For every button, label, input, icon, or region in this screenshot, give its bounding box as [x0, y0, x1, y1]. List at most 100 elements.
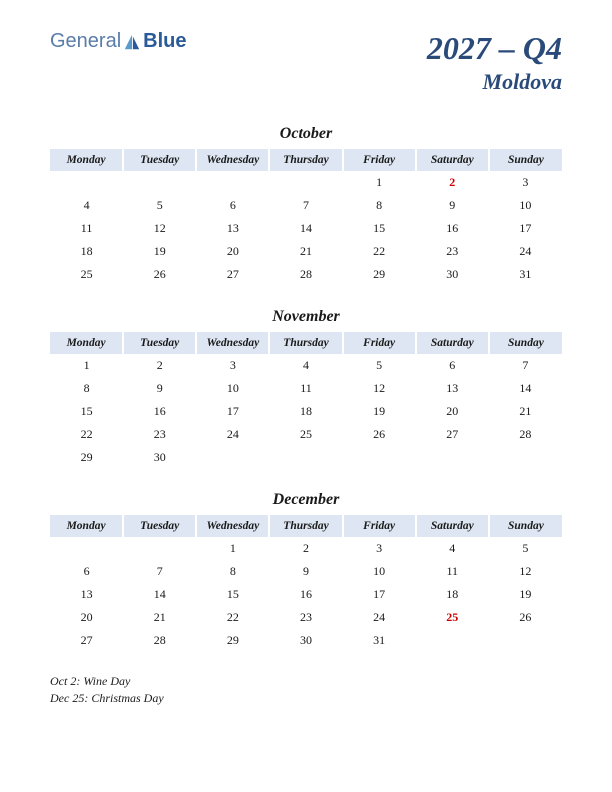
calendar-cell: 4	[50, 194, 123, 217]
calendar-cell	[416, 629, 489, 652]
calendar-row: 1234567	[50, 354, 562, 377]
month-block: DecemberMondayTuesdayWednesdayThursdayFr…	[50, 491, 562, 652]
calendar-row: 2728293031	[50, 629, 562, 652]
calendar-cell: 9	[269, 560, 342, 583]
calendar-cell: 5	[489, 537, 562, 560]
weekday-header: Sunday	[489, 149, 562, 171]
calendar-cell: 22	[50, 423, 123, 446]
calendar-cell: 9	[123, 377, 196, 400]
calendar-cell: 13	[196, 217, 269, 240]
weekday-header: Thursday	[269, 332, 342, 354]
calendar-cell: 11	[416, 560, 489, 583]
calendar-cell: 2	[123, 354, 196, 377]
calendar-cell: 10	[489, 194, 562, 217]
title-main: 2027 – Q4	[427, 30, 562, 67]
calendar-cell: 23	[269, 606, 342, 629]
calendar-cell: 10	[196, 377, 269, 400]
weekday-header: Friday	[343, 515, 416, 537]
calendar-cell: 30	[416, 263, 489, 286]
logo-sail-icon	[123, 33, 141, 51]
calendar-cell: 14	[269, 217, 342, 240]
calendar-cell: 7	[269, 194, 342, 217]
calendar-cell: 28	[123, 629, 196, 652]
calendar-cell: 4	[416, 537, 489, 560]
calendar-cell: 19	[489, 583, 562, 606]
calendar-cell: 18	[50, 240, 123, 263]
calendar-cell: 8	[50, 377, 123, 400]
weekday-header: Saturday	[416, 149, 489, 171]
calendar-cell: 20	[50, 606, 123, 629]
weekday-header: Thursday	[269, 515, 342, 537]
calendar-cell	[50, 537, 123, 560]
calendar-cell: 16	[416, 217, 489, 240]
calendar-cell: 17	[196, 400, 269, 423]
calendar-cell: 11	[269, 377, 342, 400]
weekday-header: Tuesday	[123, 332, 196, 354]
calendar-cell: 5	[343, 354, 416, 377]
calendar-row: 13141516171819	[50, 583, 562, 606]
calendar-cell: 26	[123, 263, 196, 286]
calendar-cell: 26	[489, 606, 562, 629]
calendar-cell: 27	[196, 263, 269, 286]
calendar-row: 2930	[50, 446, 562, 469]
calendar-cell: 8	[343, 194, 416, 217]
calendar-cell: 30	[123, 446, 196, 469]
calendar-cell: 3	[196, 354, 269, 377]
calendar-row: 123	[50, 171, 562, 194]
calendar-cell	[50, 171, 123, 194]
calendar-cell: 31	[489, 263, 562, 286]
calendar-cell: 3	[489, 171, 562, 194]
calendar-cell: 8	[196, 560, 269, 583]
calendar-cell	[196, 171, 269, 194]
calendar-cell: 29	[50, 446, 123, 469]
calendar-cell: 21	[123, 606, 196, 629]
calendar-cell: 17	[343, 583, 416, 606]
calendar-cell: 1	[343, 171, 416, 194]
calendar-cell	[343, 446, 416, 469]
calendar-cell: 1	[50, 354, 123, 377]
weekday-header: Thursday	[269, 149, 342, 171]
calendar-row: 891011121314	[50, 377, 562, 400]
calendar-cell	[269, 446, 342, 469]
calendar-cell: 29	[196, 629, 269, 652]
calendar-cell: 6	[196, 194, 269, 217]
month-name: November	[50, 308, 562, 326]
calendar-cell: 14	[489, 377, 562, 400]
calendar-cell: 19	[123, 240, 196, 263]
calendar-cell: 1	[196, 537, 269, 560]
calendar-cell: 26	[343, 423, 416, 446]
calendar-row: 15161718192021	[50, 400, 562, 423]
calendar-cell: 4	[269, 354, 342, 377]
calendar-row: 22232425262728	[50, 423, 562, 446]
calendar-row: 18192021222324	[50, 240, 562, 263]
logo-text-general: General	[50, 30, 121, 53]
weekday-header: Sunday	[489, 515, 562, 537]
weekday-header: Monday	[50, 332, 123, 354]
calendar-cell: 25	[416, 606, 489, 629]
calendar-cell	[123, 171, 196, 194]
month-name: October	[50, 125, 562, 143]
calendar-row: 12345	[50, 537, 562, 560]
logo-text-blue: Blue	[143, 30, 186, 53]
calendar-cell: 23	[123, 423, 196, 446]
calendar-table: MondayTuesdayWednesdayThursdayFridaySatu…	[50, 332, 562, 469]
calendar-cell: 20	[196, 240, 269, 263]
calendar-cell: 2	[269, 537, 342, 560]
calendar-cell: 27	[50, 629, 123, 652]
calendar-cell: 11	[50, 217, 123, 240]
calendar-cell: 19	[343, 400, 416, 423]
calendar-cell: 7	[489, 354, 562, 377]
title-sub: Moldova	[427, 69, 562, 95]
calendar-cell: 22	[343, 240, 416, 263]
holiday-line: Oct 2: Wine Day	[50, 674, 562, 689]
weekday-header: Saturday	[416, 332, 489, 354]
calendar-row: 25262728293031	[50, 263, 562, 286]
calendar-cell: 13	[50, 583, 123, 606]
calendar-cell: 5	[123, 194, 196, 217]
calendar-cell	[489, 629, 562, 652]
calendar-table: MondayTuesdayWednesdayThursdayFridaySatu…	[50, 149, 562, 286]
calendar-cell: 28	[269, 263, 342, 286]
calendar-cell: 25	[269, 423, 342, 446]
calendar-cell: 12	[489, 560, 562, 583]
calendar-cell: 15	[50, 400, 123, 423]
